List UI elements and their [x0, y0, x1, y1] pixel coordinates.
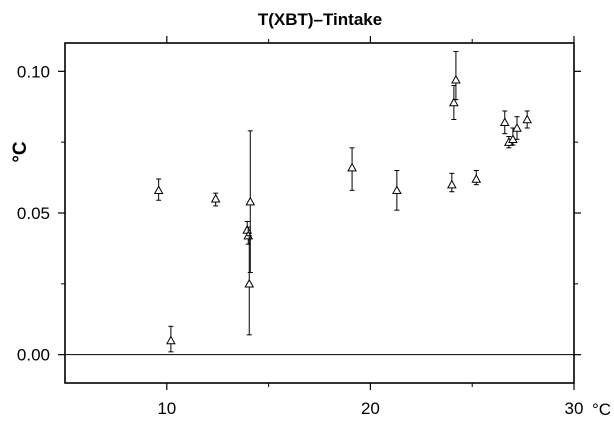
- x-tick-label: 10: [157, 399, 176, 418]
- data-point-triangle: [451, 74, 461, 84]
- data-point-triangle: [153, 185, 164, 195]
- data-point-triangle: [210, 193, 221, 203]
- data-point-triangle: [347, 162, 357, 172]
- data-point-triangle: [245, 196, 256, 206]
- plot-frame: [64, 42, 575, 384]
- data-point-triangle: [499, 117, 510, 127]
- y-tick-label: 0.10: [17, 62, 50, 81]
- x-axis-unit-label: °C: [592, 400, 611, 419]
- data-point-triangle: [522, 114, 533, 124]
- y-tick-label: 0.05: [17, 204, 50, 223]
- plot-area: 10 20 30 0.00 0.05 0.10: [17, 36, 584, 418]
- data-point-triangle: [392, 185, 402, 195]
- data-point-triangle: [166, 335, 176, 345]
- data-point-triangle: [244, 278, 255, 288]
- data-point-triangle: [512, 122, 522, 132]
- data-point-triangle: [449, 97, 459, 107]
- y-tick-label: 0.00: [17, 346, 50, 365]
- chart-title: T(XBT)–Tintake: [258, 10, 382, 29]
- x-tick-label: 20: [361, 399, 380, 418]
- x-tick-label: 30: [565, 399, 584, 418]
- data-point-triangle: [471, 173, 482, 183]
- y-axis-label: °C: [10, 141, 31, 163]
- data-point-triangle: [446, 179, 457, 189]
